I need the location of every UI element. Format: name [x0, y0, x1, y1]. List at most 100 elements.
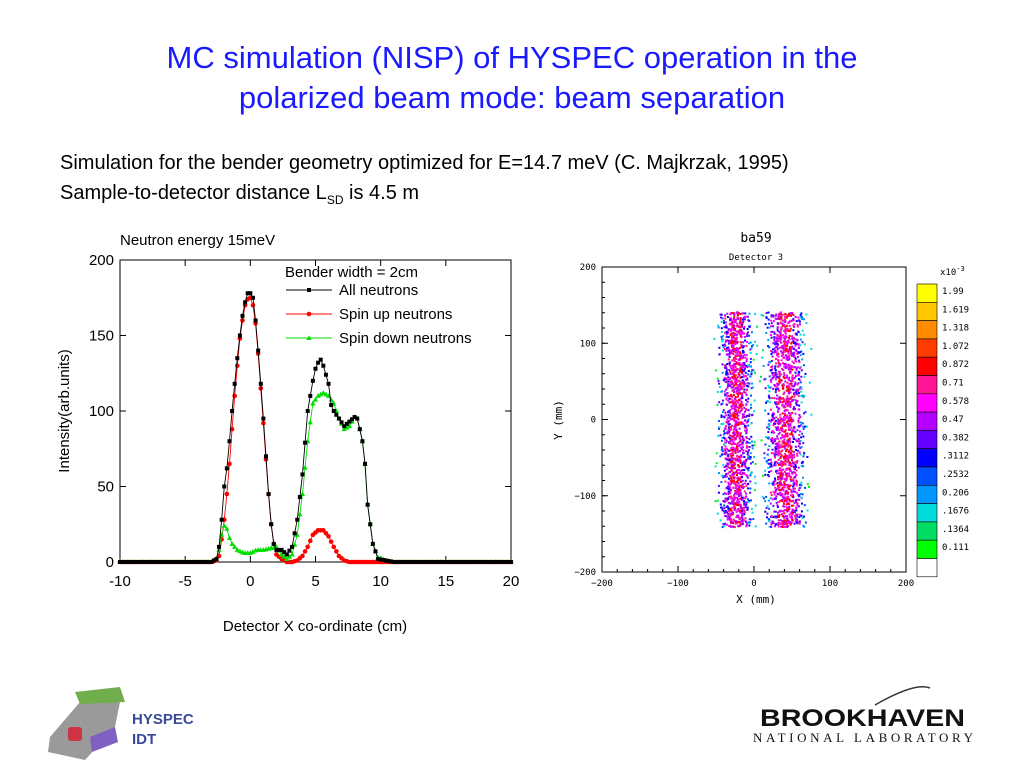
hm-point	[743, 325, 746, 328]
hm-point	[774, 340, 777, 343]
hm-point	[795, 320, 798, 323]
hm-point	[781, 465, 783, 468]
hm-point	[782, 424, 785, 427]
hm-point	[743, 460, 746, 463]
hm-point	[795, 440, 798, 443]
hm-point	[775, 313, 778, 316]
hm-point	[786, 324, 789, 327]
data-point	[360, 439, 365, 444]
data-point	[344, 424, 350, 430]
hm-point	[793, 391, 796, 394]
hm-point	[796, 513, 799, 516]
hm-point	[733, 405, 735, 408]
data-point	[303, 440, 308, 445]
hm-point	[784, 414, 787, 417]
hm-point	[747, 456, 750, 459]
hm-point	[767, 475, 770, 478]
hm-point	[795, 343, 798, 346]
hm-point	[783, 516, 786, 519]
hm-point	[730, 479, 733, 482]
hm-point	[784, 350, 787, 353]
hm-point	[729, 323, 732, 326]
hm-point	[771, 448, 774, 451]
hm-point	[748, 312, 751, 315]
hm-point	[777, 433, 780, 436]
hm-point	[788, 389, 791, 392]
hm-point	[741, 441, 744, 444]
hm-point	[786, 522, 789, 525]
hm-point	[743, 472, 746, 475]
hm-point	[741, 479, 744, 482]
hm-point	[739, 422, 742, 425]
hm-point	[737, 414, 740, 417]
hm-point	[798, 487, 801, 490]
hm-point	[776, 337, 779, 340]
data-point	[396, 560, 401, 564]
hm-point	[732, 407, 735, 410]
hm-point	[771, 439, 774, 442]
hm-point	[764, 378, 767, 380]
hm-point	[730, 478, 733, 480]
data-point	[456, 560, 461, 564]
hm-point	[751, 461, 754, 464]
hm-point	[775, 357, 777, 360]
hm-point	[734, 370, 737, 373]
data-point	[250, 303, 256, 308]
hm-point	[792, 435, 795, 438]
hm-point	[783, 409, 786, 412]
hm-point	[733, 324, 735, 327]
data-point	[454, 560, 459, 564]
hm-point	[731, 497, 734, 500]
hm-point	[744, 429, 747, 432]
hm-point	[786, 404, 789, 407]
data-point	[226, 535, 233, 540]
hm-point	[729, 426, 732, 429]
hm-point	[743, 363, 746, 366]
hm-point	[793, 509, 796, 512]
line-chart-x-label: Detector X co-ordinate (cm)	[223, 618, 407, 635]
hm-point	[766, 505, 769, 508]
hm-point	[794, 359, 797, 362]
hm-point	[798, 495, 801, 498]
hm-point	[793, 355, 796, 358]
hm-point	[746, 327, 749, 330]
hm-point	[742, 518, 745, 521]
hm-point	[751, 382, 754, 385]
hm-point	[736, 483, 739, 486]
hm-point	[741, 469, 744, 472]
hm-point	[728, 518, 731, 520]
hm-point	[797, 438, 800, 440]
hm-point	[751, 511, 754, 514]
hm-point	[752, 518, 755, 520]
hm-point	[741, 413, 744, 416]
data-point	[263, 454, 268, 459]
hm-point	[786, 409, 789, 412]
hm-point	[791, 368, 794, 371]
hm-point	[745, 358, 748, 361]
hm-point	[784, 406, 787, 408]
hm-point	[728, 362, 731, 365]
hm-point	[794, 430, 797, 433]
hm-point	[725, 335, 728, 338]
data-point	[334, 412, 339, 417]
hm-point	[720, 414, 723, 417]
hm-point	[731, 368, 734, 370]
hm-point	[749, 341, 752, 344]
hm-point	[735, 490, 738, 493]
hm-point	[732, 358, 735, 361]
hm-point	[791, 453, 794, 456]
heatmap-subtitle: Detector 3	[729, 253, 783, 263]
hm-point	[728, 449, 731, 452]
data-point	[341, 426, 347, 432]
hm-point	[731, 500, 734, 503]
hm-point	[760, 314, 763, 317]
hm-point	[729, 349, 731, 352]
hm-point	[773, 417, 776, 420]
hm-point	[741, 496, 744, 499]
hm-point	[788, 321, 791, 324]
hm-point	[742, 437, 745, 440]
data-point	[320, 390, 326, 395]
hm-point	[793, 487, 796, 490]
hm-point	[775, 453, 778, 456]
hm-point	[783, 481, 786, 484]
